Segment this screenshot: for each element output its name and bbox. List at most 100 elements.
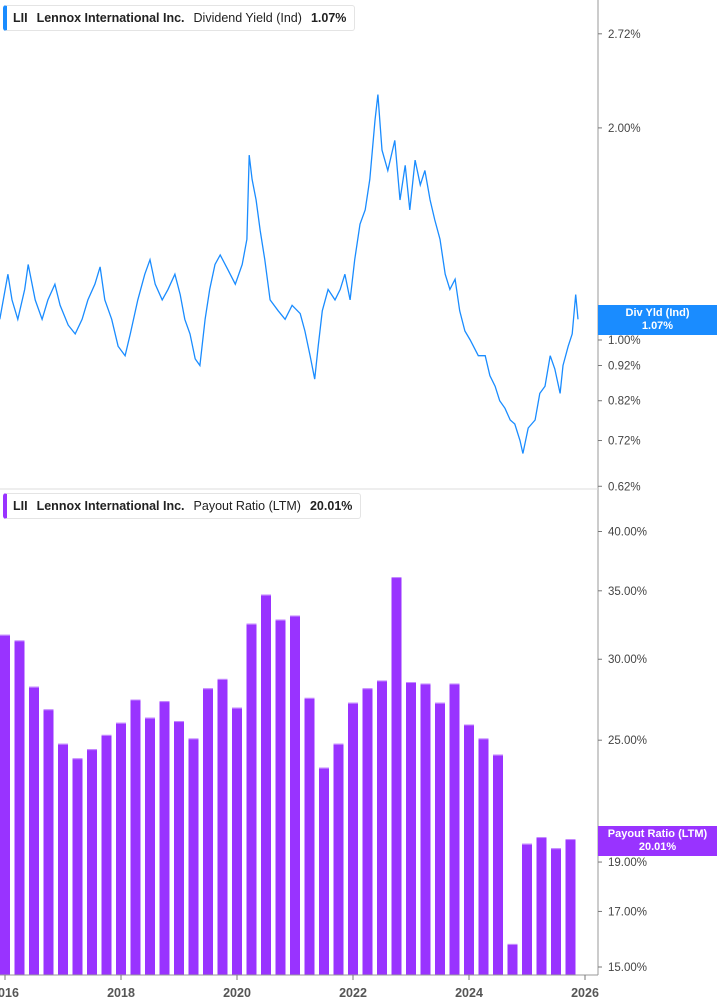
payout-axis-tick-label: 30.00%	[608, 654, 647, 666]
payout-bar	[87, 749, 97, 975]
payout-bar	[536, 837, 547, 975]
payout-bar-top	[43, 709, 54, 711]
payout-bar-top	[29, 686, 39, 688]
payout-bar-top	[478, 738, 489, 740]
legend-company: Lennox International Inc.	[36, 499, 185, 513]
payout-bar	[493, 754, 503, 975]
payout-bar-top	[275, 619, 286, 621]
payout-bar-top	[159, 701, 170, 703]
legend-metric: Payout Ratio (LTM)	[193, 499, 301, 513]
legend-ticker: LII	[13, 11, 28, 25]
payout-axis-tick-label: 15.00%	[608, 962, 647, 974]
payout-bar	[72, 758, 83, 975]
payout-bar-top	[87, 749, 97, 751]
payout-bar-top	[101, 734, 112, 736]
payout-bar-top	[391, 577, 402, 579]
payout-bar	[406, 682, 416, 975]
payout-bar	[391, 577, 402, 975]
legend-ticker: LII	[13, 499, 28, 513]
payout-bar	[377, 680, 387, 975]
payout-price-tag: Payout Ratio (LTM) 20.01%	[598, 826, 717, 856]
top-legend: LII Lennox International Inc. Dividend Y…	[3, 5, 356, 31]
payout-bar	[319, 767, 329, 975]
payout-bar-top	[232, 707, 242, 709]
payout-bar-top	[333, 743, 344, 745]
payout-bar-top	[464, 724, 474, 726]
payout-bar-top	[203, 688, 213, 690]
payout-bar	[420, 683, 431, 975]
payout-bar-top	[377, 680, 387, 682]
payout-bar	[159, 701, 170, 975]
payout-bar	[348, 702, 358, 975]
payout-bar-top	[174, 721, 184, 723]
payout-bar-top	[290, 615, 300, 617]
payout-bar	[130, 699, 141, 975]
x-tick-label: 2022	[339, 986, 367, 1000]
payout-bar	[304, 697, 315, 975]
payout-bar	[145, 717, 155, 975]
payout-bar	[29, 686, 39, 975]
yield-axis-tick-label: 0.92%	[608, 361, 641, 373]
payout-axis-tick-label: 40.00%	[608, 527, 647, 539]
payout-bar-top	[246, 623, 257, 625]
payout-bar-top	[435, 702, 445, 704]
payout-bar-top	[348, 702, 358, 704]
payout-bar-top	[130, 699, 141, 701]
payout-bar	[0, 634, 10, 975]
payout-bar	[551, 848, 561, 975]
x-tick-label: 2024	[455, 986, 483, 1000]
payout-bar-top	[14, 640, 25, 642]
yield-axis-tick-label: 0.62%	[608, 481, 641, 493]
yield-axis-tick-label: 0.72%	[608, 436, 641, 448]
legend-company: Lennox International Inc.	[36, 11, 185, 25]
payout-axis-tick-label: 35.00%	[608, 586, 647, 598]
legend-metric: Dividend Yield (Ind)	[193, 11, 302, 25]
x-tick-label: 2020	[223, 986, 251, 1000]
tag-label: Div Yld (Ind)	[625, 307, 690, 319]
payout-bar	[174, 721, 184, 975]
legend-value: 1.07%	[310, 11, 347, 25]
yield-axis-tick-label: 2.72%	[608, 29, 641, 41]
payout-bar-top	[116, 722, 126, 724]
payout-bar	[188, 738, 199, 975]
payout-axis-tick-label: 19.00%	[608, 857, 647, 869]
x-tick-label: 2016	[0, 986, 19, 1000]
payout-bar-top	[319, 767, 329, 769]
x-tick-label: 2026	[571, 986, 599, 1000]
tag-value: 20.01%	[638, 841, 677, 853]
payout-bar-top	[522, 843, 532, 845]
yield-axis-tick-label: 0.82%	[608, 396, 641, 408]
payout-bar	[217, 678, 228, 975]
payout-bar	[261, 594, 271, 975]
payout-bar-top	[261, 594, 271, 596]
payout-bar	[101, 734, 112, 975]
x-tick-label: 2018	[107, 986, 135, 1000]
payout-bar-top	[565, 839, 576, 841]
payout-bar	[232, 707, 242, 975]
payout-bar-top	[145, 717, 155, 719]
payout-bar-top	[493, 754, 503, 756]
payout-bar	[43, 709, 54, 975]
payout-bar-top	[304, 697, 315, 699]
payout-bar	[290, 615, 300, 975]
dividend-yield-line	[0, 94, 579, 454]
payout-bar-top	[362, 688, 373, 690]
payout-bar-top	[551, 848, 561, 850]
tag-value: 1.07%	[641, 320, 674, 332]
payout-bar	[246, 623, 257, 975]
payout-bar	[58, 743, 68, 975]
payout-bar	[203, 688, 213, 975]
payout-bar-top	[0, 634, 10, 636]
payout-bar-top	[507, 943, 518, 945]
payout-bar-top	[188, 738, 199, 740]
payout-bar	[565, 839, 576, 975]
payout-axis-tick-label: 25.00%	[608, 735, 647, 747]
legend-value: 20.01%	[309, 499, 353, 513]
payout-bar	[275, 619, 286, 975]
payout-axis-tick-label: 17.00%	[608, 906, 647, 918]
yield-price-tag: Div Yld (Ind) 1.07%	[598, 305, 717, 335]
payout-bar	[464, 724, 474, 975]
payout-bar	[522, 843, 532, 975]
payout-bar	[333, 743, 344, 975]
